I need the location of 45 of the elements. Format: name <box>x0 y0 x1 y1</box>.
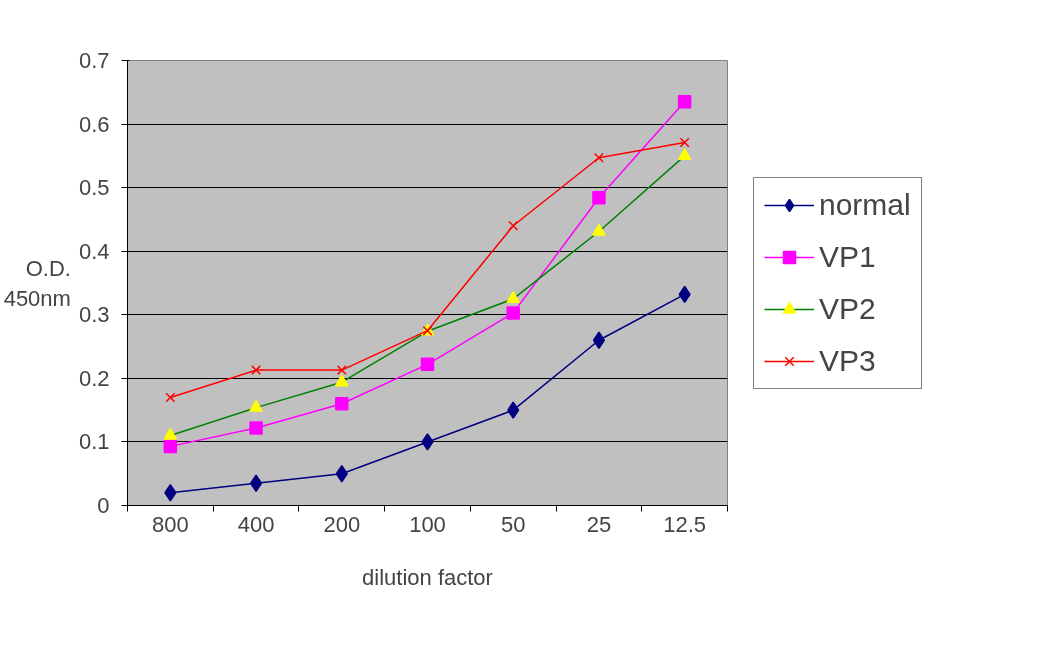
x-tick-label: 400 <box>237 511 275 537</box>
legend-label: VP2 <box>819 291 876 326</box>
point <box>163 439 178 454</box>
point <box>335 397 349 411</box>
point <box>249 474 263 492</box>
y-tick-label: 0.4 <box>78 238 110 264</box>
legend-label: VP3 <box>819 343 876 378</box>
y-tick-label: 0.5 <box>78 175 110 201</box>
point <box>249 399 263 412</box>
point <box>507 401 520 419</box>
legend-label: normal <box>819 187 911 222</box>
point <box>249 421 263 435</box>
point <box>421 433 434 451</box>
x-tick-label: 12.5 <box>663 511 707 537</box>
legend-label: VP1 <box>819 239 876 274</box>
point <box>420 357 435 372</box>
point <box>251 365 262 376</box>
point <box>592 223 606 236</box>
x-axis-title: dilution factor <box>362 564 493 590</box>
point <box>165 392 176 403</box>
point <box>506 306 520 320</box>
point <box>592 331 606 349</box>
y-axis-title: O.D. 450nm <box>3 255 71 311</box>
point <box>508 220 519 231</box>
x-tick-label: 800 <box>152 511 189 537</box>
y-tick-label: 0.6 <box>78 111 110 137</box>
y-tick-label: 0.2 <box>78 365 110 391</box>
point <box>164 484 177 502</box>
x-tick-label: 100 <box>409 511 446 537</box>
point <box>335 374 349 387</box>
point <box>677 148 692 161</box>
point <box>506 291 520 304</box>
x-tick-label: 25 <box>586 511 612 537</box>
point <box>677 95 692 109</box>
y-tick-label: 0.3 <box>78 302 110 328</box>
y-tick-label: 0.7 <box>78 48 110 73</box>
y-tick-label: 0 <box>97 493 110 518</box>
point <box>593 152 604 163</box>
x-tick-label: 50 <box>500 511 526 537</box>
x-tick-label: 200 <box>323 511 361 537</box>
point <box>679 137 690 148</box>
point <box>163 427 178 440</box>
point <box>592 191 606 205</box>
point <box>336 365 347 376</box>
y-tick-label: 0.1 <box>78 429 110 455</box>
